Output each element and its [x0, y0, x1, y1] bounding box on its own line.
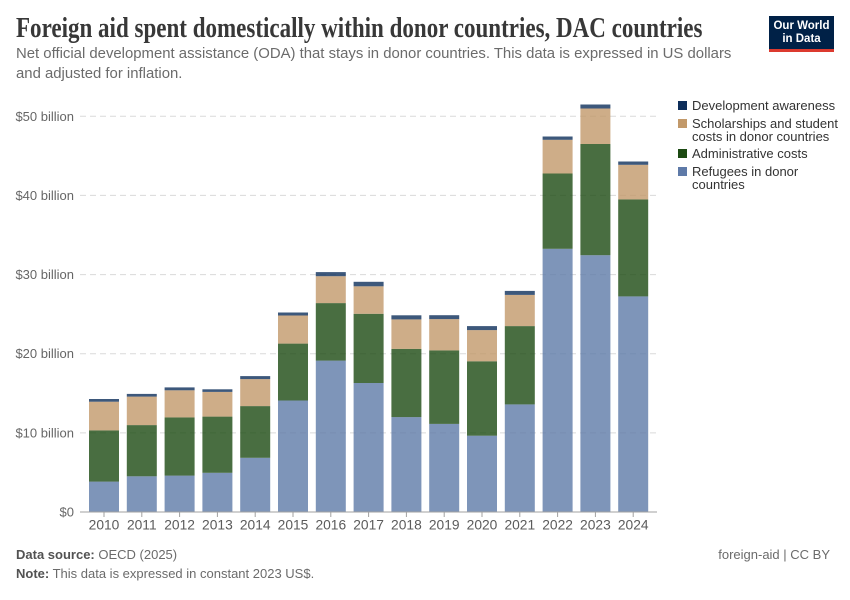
- svg-text:$30 billion: $30 billion: [15, 267, 74, 282]
- svg-text:2011: 2011: [127, 518, 157, 533]
- svg-text:2017: 2017: [353, 518, 384, 533]
- svg-text:2016: 2016: [315, 518, 346, 533]
- svg-text:$50 billion: $50 billion: [15, 109, 74, 124]
- svg-text:2020: 2020: [467, 518, 498, 533]
- svg-text:$20 billion: $20 billion: [15, 346, 74, 361]
- svg-text:2022: 2022: [542, 518, 573, 533]
- svg-text:2015: 2015: [278, 518, 309, 533]
- svg-text:2012: 2012: [164, 518, 195, 533]
- svg-text:2018: 2018: [391, 518, 422, 533]
- svg-text:$0: $0: [60, 505, 74, 520]
- svg-text:2014: 2014: [240, 518, 271, 533]
- svg-text:2024: 2024: [618, 518, 649, 533]
- svg-text:2021: 2021: [504, 518, 535, 533]
- svg-text:$10 billion: $10 billion: [15, 425, 74, 440]
- svg-text:$40 billion: $40 billion: [15, 188, 74, 203]
- svg-text:2010: 2010: [89, 518, 120, 533]
- svg-text:2019: 2019: [429, 518, 460, 533]
- svg-text:2023: 2023: [580, 518, 611, 533]
- svg-text:2013: 2013: [202, 518, 233, 533]
